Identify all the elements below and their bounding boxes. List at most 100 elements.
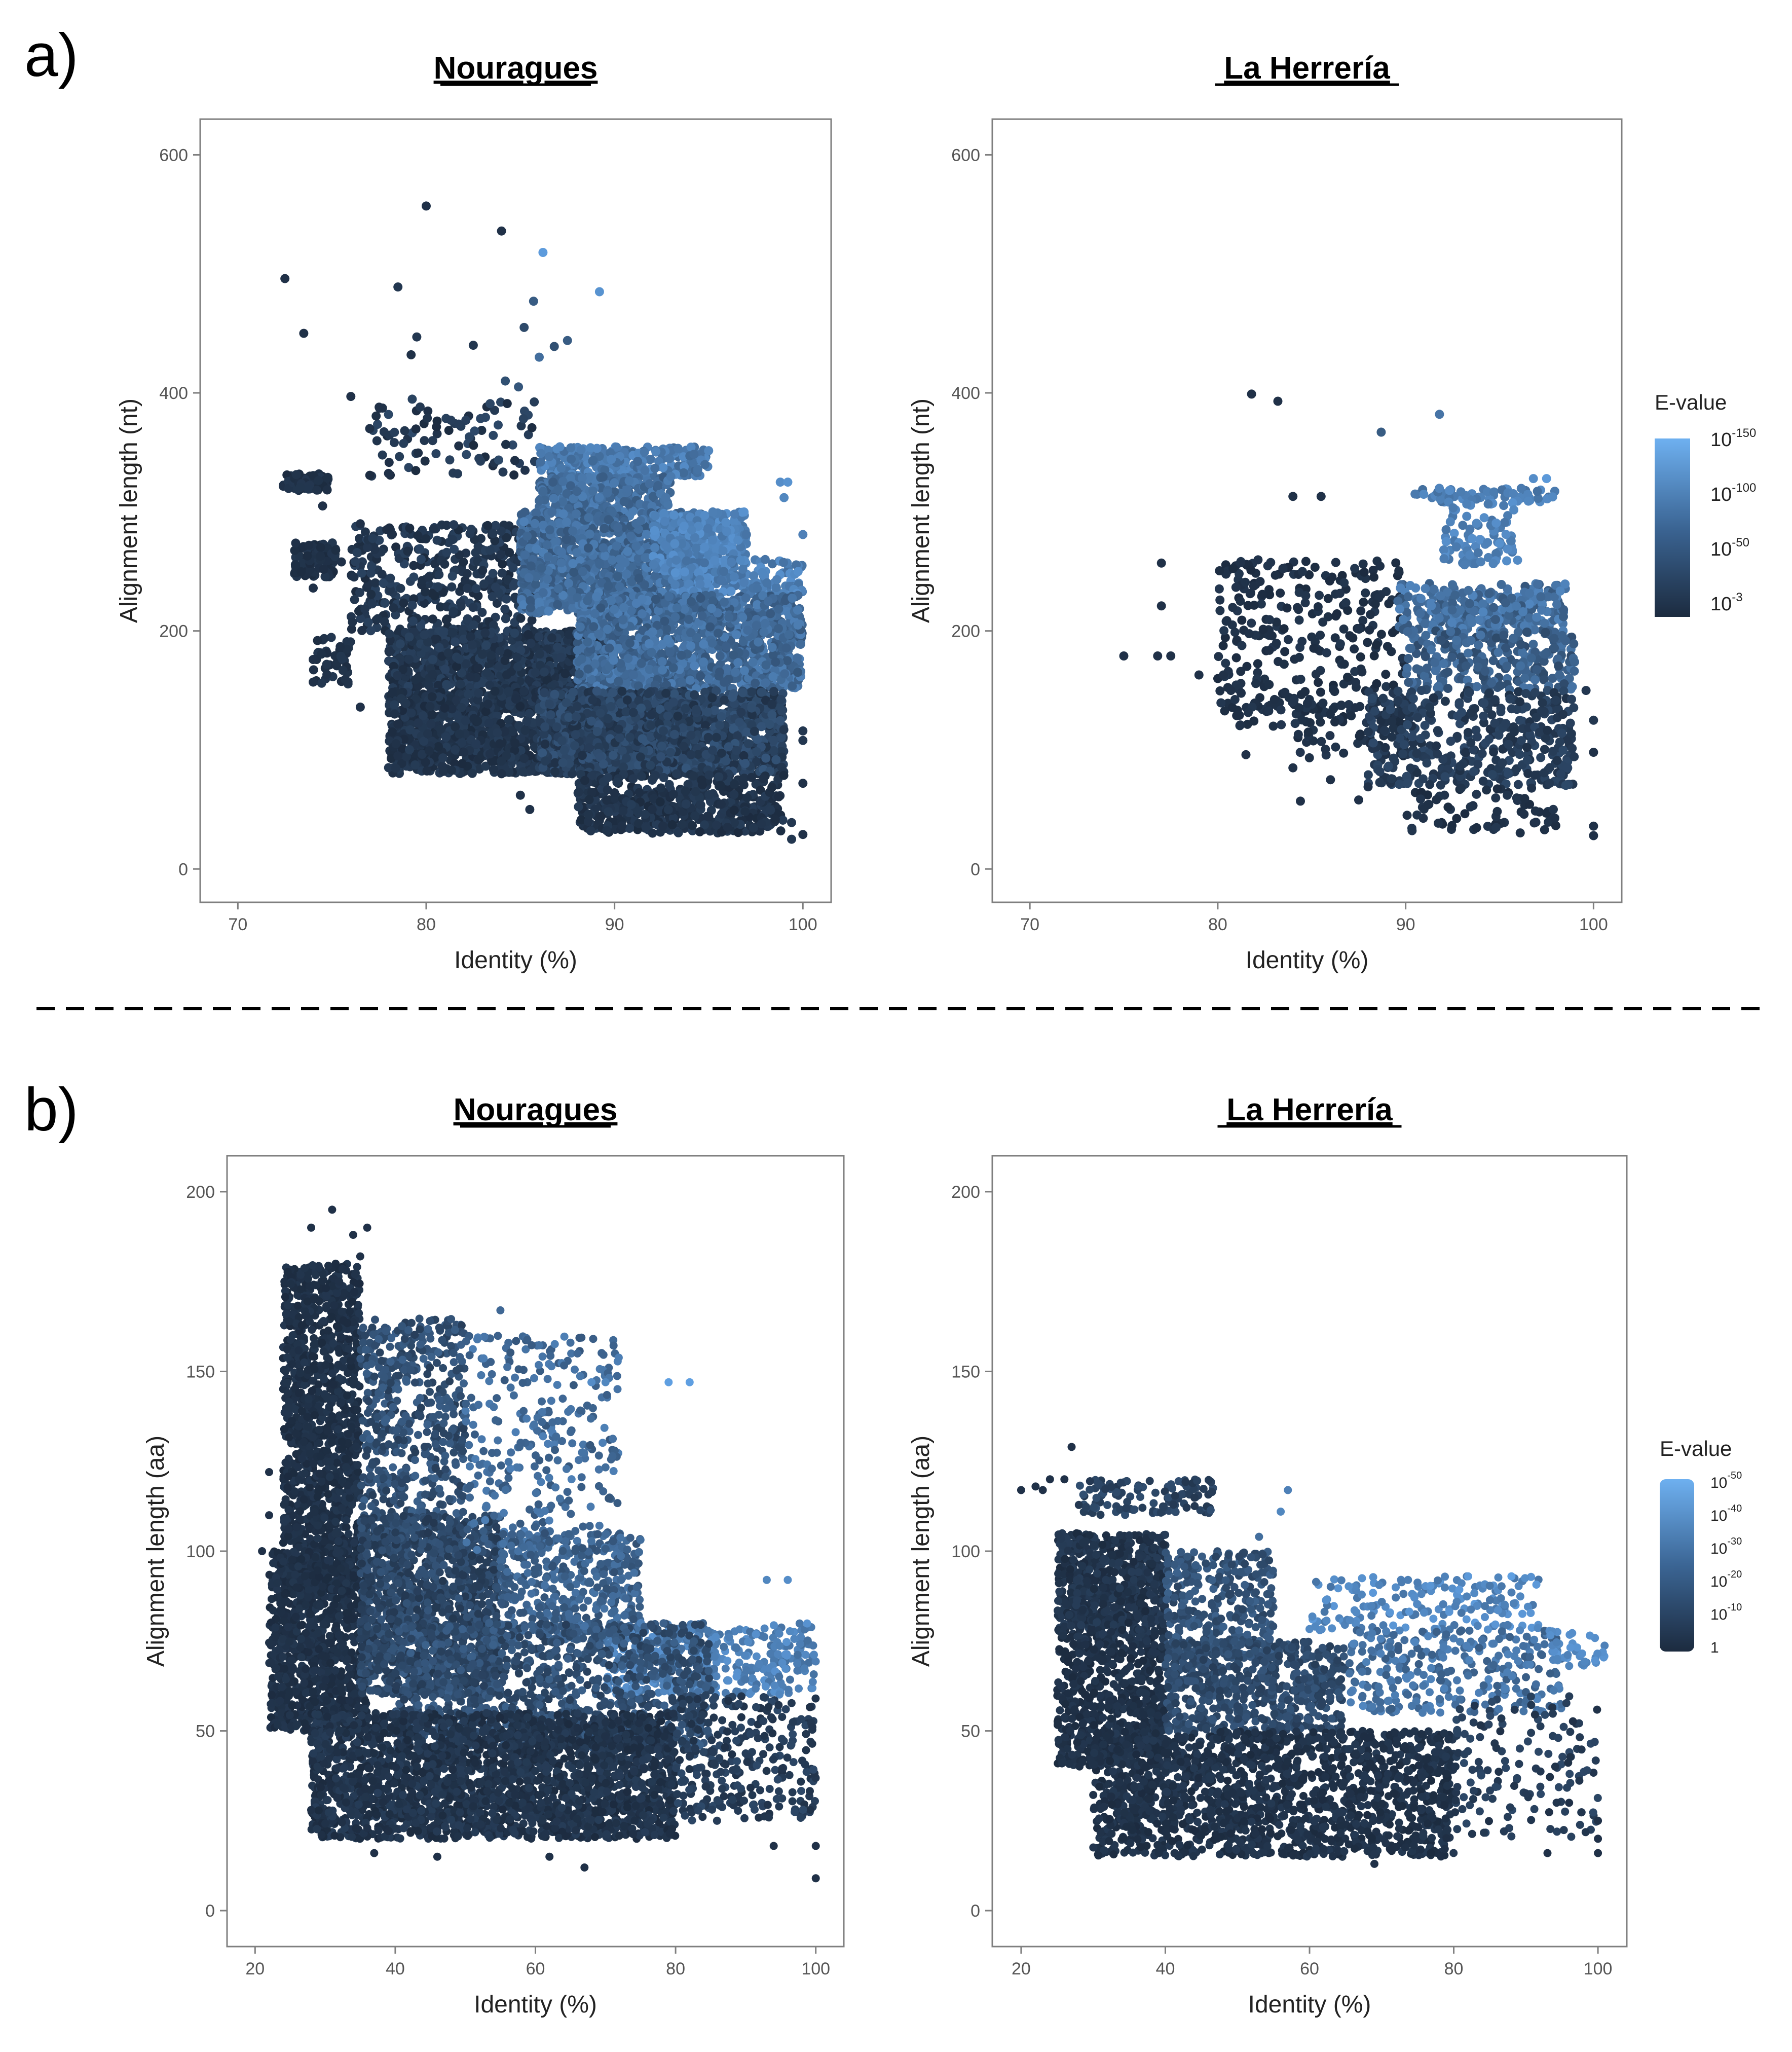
- data-point: [428, 614, 437, 624]
- data-point: [584, 513, 593, 523]
- data-point: [612, 541, 621, 551]
- data-point: [526, 561, 536, 571]
- data-point: [615, 554, 625, 564]
- data-point: [567, 454, 576, 464]
- data-point: [388, 687, 397, 697]
- data-point: [650, 463, 660, 473]
- data-point: [478, 566, 488, 575]
- data-point: [409, 561, 419, 570]
- data-point: [348, 617, 357, 627]
- data-point: [393, 671, 402, 680]
- data-point: [295, 483, 305, 492]
- data-point: [463, 614, 472, 624]
- data-point: [422, 766, 432, 776]
- data-point: [420, 630, 429, 640]
- data-point: [534, 632, 544, 642]
- data-point: [432, 535, 442, 545]
- data-point: [440, 703, 450, 713]
- data-point: [436, 724, 445, 734]
- data-point: [619, 497, 629, 506]
- data-point: [500, 604, 510, 614]
- data-point: [357, 626, 367, 635]
- data-point: [485, 545, 495, 555]
- data-point: [497, 568, 507, 578]
- data-point: [572, 548, 581, 558]
- data-point: [366, 568, 376, 578]
- data-point: [448, 535, 458, 544]
- data-point: [490, 406, 499, 415]
- data-point: [503, 575, 513, 584]
- data-point: [470, 426, 479, 436]
- data-point: [319, 565, 328, 574]
- data-point: [390, 427, 399, 437]
- data-point: [603, 488, 612, 498]
- data-point: [553, 600, 563, 609]
- data-point: [291, 538, 301, 548]
- data-point: [494, 420, 503, 430]
- data-point: [564, 578, 574, 588]
- data-point: [429, 524, 438, 534]
- data-point: [326, 633, 336, 642]
- data-point: [497, 756, 506, 766]
- data-point: [414, 448, 423, 458]
- data-point: [664, 454, 674, 463]
- data-point: [543, 574, 552, 584]
- data-point: [490, 686, 500, 696]
- data-point: [700, 460, 710, 469]
- data-point: [303, 551, 312, 561]
- data-point: [350, 595, 359, 604]
- data-point: [508, 563, 518, 573]
- data-point: [313, 636, 322, 645]
- data-point: [420, 587, 430, 597]
- data-point: [447, 628, 457, 637]
- data-point: [396, 694, 406, 704]
- data-point: [462, 569, 472, 578]
- data-point: [526, 639, 536, 648]
- data-point: [509, 470, 519, 480]
- data-point: [427, 589, 437, 598]
- data-point: [502, 399, 512, 409]
- data-point: [417, 555, 426, 564]
- y-axis-title: Alignment length (nt): [116, 398, 142, 623]
- data-point: [393, 719, 403, 729]
- data-point: [423, 729, 432, 739]
- data-point: [500, 726, 510, 736]
- data-point: [519, 517, 529, 527]
- data-point: [370, 578, 380, 588]
- data-point: [341, 675, 350, 684]
- data-point: [510, 456, 519, 465]
- data-point: [356, 614, 365, 624]
- data-point: [347, 625, 356, 634]
- data-point: [474, 688, 483, 698]
- data-point: [377, 569, 387, 579]
- data-point: [447, 765, 457, 775]
- data-point: [428, 670, 437, 679]
- data-point: [439, 627, 449, 637]
- data-point: [461, 716, 470, 725]
- data-point: [463, 583, 472, 593]
- data-point: [363, 617, 373, 627]
- data-point: [436, 602, 445, 612]
- data-point: [443, 648, 453, 658]
- data-point: [423, 406, 433, 416]
- data-point: [408, 616, 418, 626]
- data-point: [447, 571, 457, 581]
- x-tick-label: 90: [605, 915, 624, 934]
- data-point: [473, 541, 483, 551]
- data-point: [527, 615, 537, 625]
- data-point: [424, 746, 434, 756]
- data-point: [594, 493, 604, 502]
- panel-letter-b: b): [24, 1076, 79, 1144]
- data-point: [565, 630, 574, 639]
- data-point: [498, 467, 508, 477]
- data-point: [598, 472, 608, 482]
- data-point: [645, 479, 654, 489]
- x-tick-label: 100: [789, 915, 817, 934]
- data-point: [367, 562, 377, 571]
- data-point: [481, 641, 491, 650]
- data-point: [438, 766, 448, 776]
- data-point: [505, 547, 514, 557]
- data-point: [576, 445, 586, 455]
- data-point: [426, 719, 436, 729]
- data-point: [291, 470, 301, 480]
